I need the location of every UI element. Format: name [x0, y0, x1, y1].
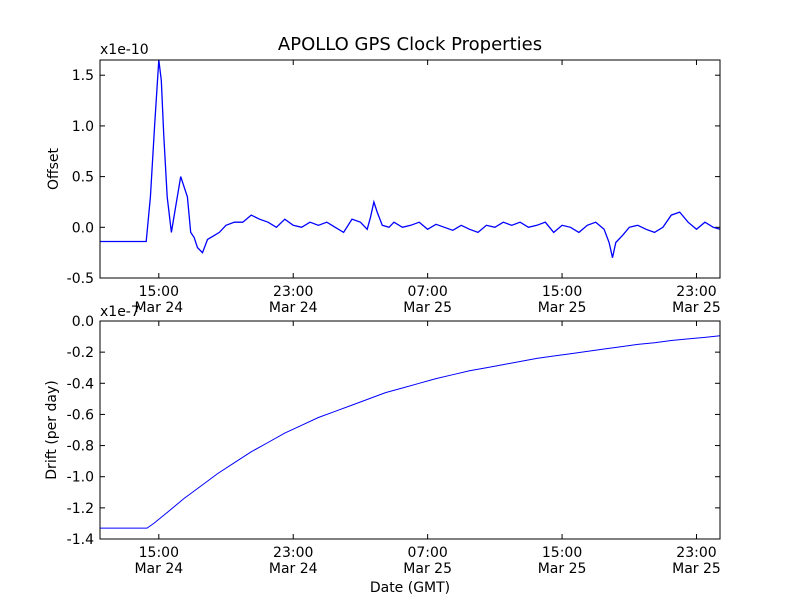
- chart-title: APOLLO GPS Clock Properties: [278, 34, 542, 55]
- y-tick-label: -1.2: [67, 501, 94, 517]
- y-tick-label: 0.0: [72, 314, 94, 330]
- x-tick-label-date: Mar 24: [134, 300, 183, 316]
- y-tick-label: 1.5: [72, 68, 94, 84]
- x-tick-label-time: 23:00: [676, 545, 716, 561]
- x-tick-label-date: Mar 25: [672, 300, 721, 316]
- y-tick-label: -0.4: [67, 376, 94, 392]
- offset-multiplier: x1e-10: [100, 42, 149, 58]
- y-tick-label: 0.5: [72, 170, 94, 186]
- y-tick-label: 1.0: [72, 119, 94, 135]
- y-tick-label: -0.2: [67, 345, 94, 361]
- x-tick-label-time: 23:00: [273, 284, 313, 300]
- x-tick-label-time: 23:00: [273, 545, 313, 561]
- y-tick-label: 0.0: [72, 220, 94, 236]
- series-line: [100, 59, 721, 258]
- drift-axes-frame: [99, 320, 721, 540]
- x-tick-label-date: Mar 25: [672, 561, 721, 577]
- drift-panel: x1e-7 Drift (per day) Date (GMT) -1.4 -1.…: [44, 304, 721, 596]
- offset-panel: APOLLO GPS Clock Properties x1e-10 Offse…: [46, 34, 721, 316]
- x-tick-label-date: Mar 25: [403, 300, 452, 316]
- drift-ylabel: Drift (per day): [44, 380, 60, 479]
- x-tick-label-date: Mar 24: [269, 300, 318, 316]
- drift-xlabel: Date (GMT): [370, 580, 450, 596]
- y-tick-label: -0.8: [67, 439, 94, 455]
- x-tick-label-date: Mar 24: [269, 561, 318, 577]
- x-tick-label-date: Mar 25: [403, 561, 452, 577]
- offset-axes-frame: [99, 59, 721, 279]
- drift-plot-area: -1.4-1.2-1.0-0.8-0.6-0.4-0.20.015:00Mar …: [67, 314, 721, 577]
- x-tick-label-time: 15:00: [139, 545, 179, 561]
- x-tick-label-date: Mar 25: [538, 561, 587, 577]
- x-tick-label-date: Mar 25: [538, 300, 587, 316]
- y-tick-label: -1.0: [67, 470, 94, 486]
- y-tick-label: -0.6: [67, 407, 94, 423]
- y-tick-label: -1.4: [67, 532, 94, 548]
- x-tick-label-time: 07:00: [407, 284, 447, 300]
- y-tick-label: -0.5: [67, 271, 94, 287]
- x-tick-label-time: 15:00: [542, 284, 582, 300]
- drift-multiplier: x1e-7: [100, 304, 140, 320]
- x-tick-label-time: 07:00: [407, 545, 447, 561]
- x-tick-label-time: 15:00: [139, 284, 179, 300]
- x-tick-label-time: 23:00: [676, 284, 716, 300]
- x-tick-label-date: Mar 24: [134, 561, 183, 577]
- offset-ylabel: Offset: [46, 147, 62, 190]
- x-tick-label-time: 15:00: [542, 545, 582, 561]
- series-line: [100, 335, 721, 529]
